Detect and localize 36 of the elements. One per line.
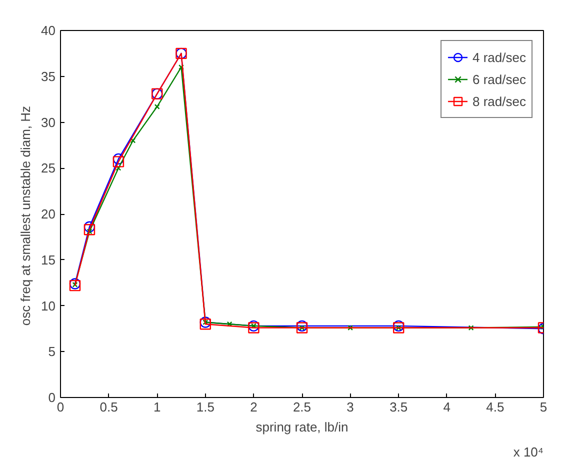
- point: [154, 104, 160, 110]
- y-tick-label: 0: [48, 390, 56, 405]
- point: [84, 224, 96, 236]
- point: [130, 138, 136, 144]
- text: x 10⁴: [513, 444, 544, 460]
- x-tick-label: 3.5: [390, 400, 408, 414]
- y-tick-label: 35: [41, 68, 56, 84]
- point: [348, 325, 354, 330]
- legend-label: 8 rad/sec: [472, 94, 526, 108]
- point: [226, 321, 232, 327]
- y-tick-label: 20: [41, 206, 56, 222]
- y-axis-title: osc freq at smallest unstable diam, Hz: [18, 106, 34, 326]
- y-tick-label: 5: [48, 344, 56, 360]
- x-tick-label: 1.5: [196, 400, 214, 414]
- point: [112, 156, 124, 168]
- point: [468, 325, 474, 330]
- x-tick-label: 1: [153, 400, 161, 414]
- x-tick-label: 2.5: [292, 400, 312, 414]
- point: [178, 64, 184, 70]
- y-tick-label: 15: [41, 252, 56, 268]
- y-tick-label: 25: [41, 160, 56, 176]
- x-tick-label: 4.5: [486, 400, 504, 414]
- legend-label: 4 rad/sec: [472, 50, 526, 64]
- x-axis-title: spring rate, lb/in: [256, 420, 348, 434]
- x-tick-label: 2: [250, 400, 258, 414]
- point: [84, 221, 96, 232]
- x-tick-label: 5: [540, 400, 548, 414]
- y-tick-label: 30: [41, 114, 56, 130]
- point: [112, 153, 124, 165]
- point: [116, 165, 122, 171]
- y-tick-label: 40: [41, 23, 56, 38]
- legend-label: 6 rad/sec: [472, 72, 526, 86]
- x-tick-label: 4: [443, 400, 451, 414]
- x-tick-label: 3: [346, 400, 354, 414]
- x-tick-label: 0.5: [100, 400, 118, 414]
- y-tick-label: 10: [41, 298, 56, 314]
